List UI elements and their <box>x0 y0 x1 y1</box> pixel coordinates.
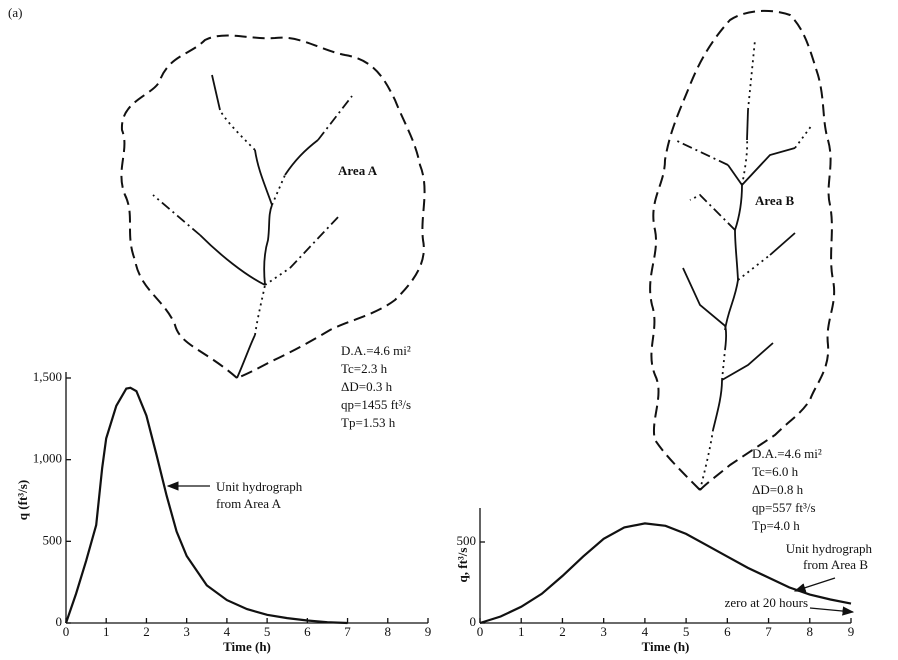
x-tick-label: 2 <box>559 624 566 639</box>
x-tick-label: 2 <box>143 624 150 639</box>
parameter: qp=1455 ft³/s <box>341 397 411 412</box>
catchment-outline <box>120 34 426 380</box>
parameter: D.A.=4.6 mi² <box>341 343 411 358</box>
y-tick-label: 1,000 <box>33 451 62 466</box>
x-tick-label: 0 <box>477 624 484 639</box>
catchment-outline <box>649 9 836 492</box>
x-tick-label: 3 <box>183 624 190 639</box>
stream-network <box>674 39 813 491</box>
y-axis-label: q (ft³/s) <box>15 480 30 520</box>
annotation-arrow <box>809 606 855 616</box>
area-label: Area A <box>338 163 378 178</box>
stream-network <box>152 74 353 379</box>
x-tick-label: 7 <box>344 624 351 639</box>
parameter: Tp=4.0 h <box>752 518 800 533</box>
figure-label: (a) <box>8 5 22 20</box>
hydrograph-line <box>64 386 348 625</box>
parameter: D.A.=4.6 mi² <box>752 446 822 461</box>
x-tick-label: 3 <box>600 624 607 639</box>
x-tick-label: 1 <box>103 624 110 639</box>
y-tick-label: 0 <box>470 614 477 629</box>
x-tick-label: 9 <box>425 624 432 639</box>
x-tick-label: 4 <box>224 624 231 639</box>
annotation: Unit hydrograph <box>216 479 303 494</box>
parameter: ΔD=0.3 h <box>341 379 393 394</box>
x-tick-label: 1 <box>518 624 525 639</box>
y-tick-label: 0 <box>56 614 63 629</box>
annotation: from Area A <box>216 496 282 511</box>
y-tick-label: 1,500 <box>33 369 62 384</box>
x-tick-label: 0 <box>63 624 70 639</box>
x-tick-label: 8 <box>807 624 814 639</box>
x-tick-label: 6 <box>724 624 731 639</box>
parameter: qp=557 ft³/s <box>752 500 816 515</box>
parameter: Tc=6.0 h <box>752 464 799 479</box>
area-label: Area B <box>755 193 794 208</box>
annotation: Unit hydrograph <box>786 541 873 556</box>
y-tick-label: 500 <box>457 533 477 548</box>
hydrograph-line <box>479 522 852 625</box>
annotation: from Area B <box>803 557 868 572</box>
x-tick-label: 4 <box>642 624 649 639</box>
x-tick-label: 5 <box>683 624 690 639</box>
parameter: Tc=2.3 h <box>341 361 388 376</box>
x-axis-label: Time (h) <box>223 639 271 654</box>
annotation: zero at 20 hours <box>725 595 808 610</box>
y-tick-label: 500 <box>43 532 63 547</box>
y-axis-label: q, ft³/s <box>455 548 470 583</box>
annotation-arrow <box>793 577 836 593</box>
x-tick-label: 5 <box>264 624 271 639</box>
x-tick-label: 9 <box>848 624 855 639</box>
parameter: Tp=1.53 h <box>341 415 396 430</box>
x-tick-label: 6 <box>304 624 311 639</box>
parameter: ΔD=0.8 h <box>752 482 804 497</box>
x-axis-label: Time (h) <box>642 639 690 654</box>
x-tick-label: 8 <box>385 624 392 639</box>
x-tick-label: 7 <box>765 624 772 639</box>
